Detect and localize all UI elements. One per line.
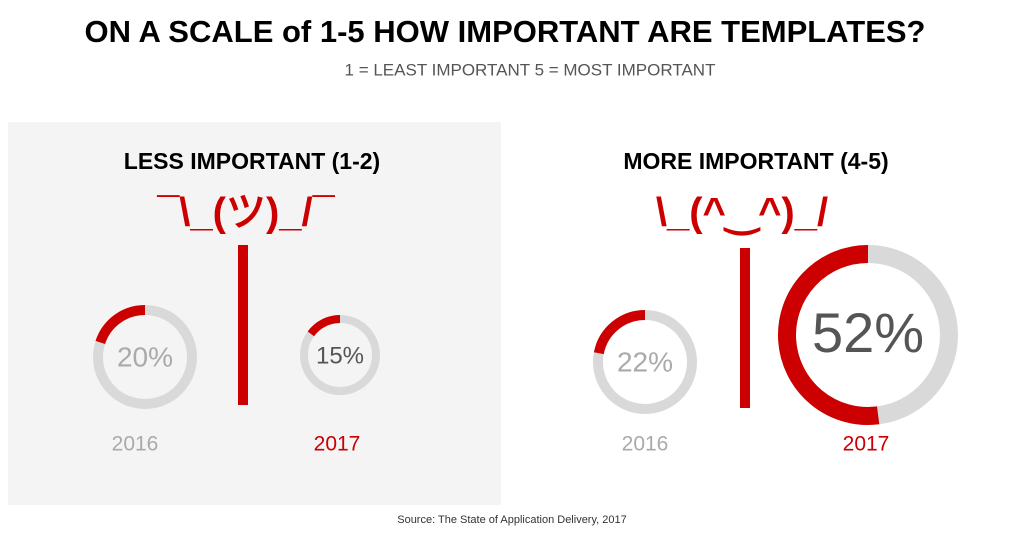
donut-label: 22% (617, 346, 673, 377)
donut-label: 15% (316, 342, 364, 369)
emoticon: \_(^‿^)_/ (656, 191, 828, 236)
donut-arc (593, 310, 646, 355)
panel-title: MORE IMPORTANT (4-5) (623, 148, 888, 174)
divider-bar (238, 245, 248, 405)
emoticon: ¯\_(ツ)_/¯ (156, 191, 335, 235)
donut-label: 52% (812, 301, 924, 364)
panel-background (8, 122, 501, 505)
divider-bar (740, 248, 750, 408)
panel-title: LESS IMPORTANT (1-2) (124, 148, 380, 174)
year-label: 2017 (314, 433, 361, 456)
title: ON A SCALE of 1-5 HOW IMPORTANT ARE TEMP… (85, 14, 926, 49)
donut-arc (95, 305, 146, 345)
donut-arc (307, 315, 341, 337)
donut-arc (778, 245, 880, 425)
source: Source: The State of Application Deliver… (397, 514, 627, 526)
year-label: 2017 (843, 433, 890, 456)
donut-label: 20% (117, 341, 173, 372)
subtitle: 1 = LEAST IMPORTANT 5 = MOST IMPORTANT (345, 60, 716, 79)
year-label: 2016 (112, 433, 159, 456)
year-label: 2016 (622, 433, 669, 456)
